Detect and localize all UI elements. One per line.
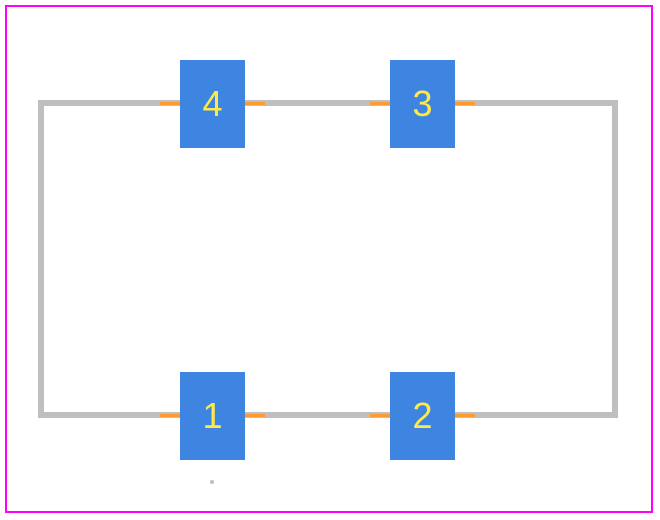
pad-label: 1 <box>202 395 222 437</box>
stub-3-right <box>455 102 475 105</box>
trace-top <box>38 100 618 106</box>
pad-label: 3 <box>412 83 432 125</box>
stub-4-right <box>245 102 265 105</box>
trace-right <box>612 100 618 418</box>
stub-4-left <box>160 102 180 105</box>
outer-frame <box>5 5 653 513</box>
trace-bottom <box>38 412 618 418</box>
stub-2-left <box>370 414 390 417</box>
stub-3-left <box>370 102 390 105</box>
trace-left <box>38 100 44 418</box>
pad-label: 2 <box>412 395 432 437</box>
pad-label: 4 <box>202 83 222 125</box>
stub-1-left <box>160 414 180 417</box>
pad-2: 2 <box>390 372 455 460</box>
stub-1-right <box>245 414 265 417</box>
pad-4: 4 <box>180 60 245 148</box>
pad-3: 3 <box>390 60 455 148</box>
marker-dot <box>210 480 214 484</box>
pad-1: 1 <box>180 372 245 460</box>
stub-2-right <box>455 414 475 417</box>
